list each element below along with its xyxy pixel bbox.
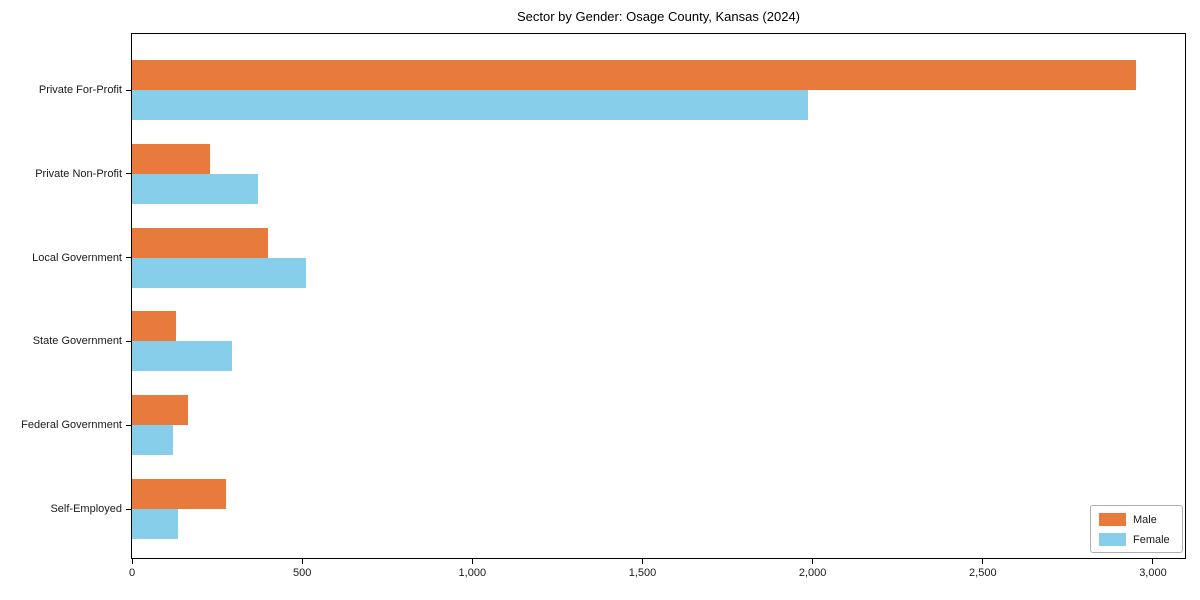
bar-female-federal-government bbox=[132, 425, 173, 456]
xtick-label-3000: 3,000 bbox=[1139, 567, 1167, 579]
xtick-mark-2000 bbox=[812, 559, 814, 564]
xtick-mark-2500 bbox=[982, 559, 984, 564]
xtick-mark-1000 bbox=[471, 559, 473, 564]
xtick-label-500: 500 bbox=[292, 567, 312, 579]
bar-female-state-government bbox=[132, 341, 233, 372]
xtick-label-0: 0 bbox=[128, 567, 136, 579]
xtick-label-2000: 2,000 bbox=[798, 567, 827, 579]
ytick-label-local-government: Local Government bbox=[32, 251, 122, 264]
bar-female-private-non-profit bbox=[132, 173, 258, 204]
bar-male-local-government bbox=[132, 227, 269, 258]
plot-area: Private For-Profit Private Non-Profit Loca… bbox=[21, 33, 1186, 579]
bar-male-private-non-profit bbox=[132, 143, 211, 174]
ytick-mark-local-government bbox=[126, 257, 131, 259]
legend-item-female: Female bbox=[1099, 533, 1174, 546]
ytick-label-private-non-profit: Private Non-Profit bbox=[35, 167, 122, 180]
legend-item-male: Male bbox=[1099, 513, 1174, 526]
ytick-label-state-government: State Government bbox=[32, 335, 122, 348]
xtick-label-1000: 1,000 bbox=[458, 567, 487, 579]
bar-male-federal-government bbox=[132, 395, 189, 426]
xtick-label-1500: 1,500 bbox=[628, 567, 657, 579]
legend-label-female: Female bbox=[1133, 533, 1170, 546]
bar-female-private-for-profit bbox=[132, 90, 808, 120]
ytick-label-private-for-profit: Private For-Profit bbox=[38, 84, 122, 96]
legend-label-male: Male bbox=[1133, 513, 1157, 526]
xtick-mark-1500 bbox=[641, 559, 643, 564]
ytick-mark-state-government bbox=[126, 340, 131, 342]
ytick-mark-self-employed bbox=[126, 508, 131, 510]
xtick-mark-0 bbox=[131, 559, 133, 564]
bar-female-self-employed bbox=[132, 509, 178, 539]
bar-female-local-government bbox=[132, 257, 306, 288]
bar-male-state-government bbox=[132, 311, 177, 342]
legend: Male Female bbox=[1090, 505, 1183, 553]
chart-title: Sector by Gender: Osage County, Kansas (… bbox=[516, 9, 801, 24]
xtick-mark-500 bbox=[301, 559, 303, 564]
bar-male-private-for-profit bbox=[132, 60, 1136, 90]
xtick-label-2500: 2,500 bbox=[969, 567, 997, 579]
ytick-mark-private-non-profit bbox=[126, 173, 131, 175]
ytick-mark-private-for-profit bbox=[126, 89, 131, 91]
legend-swatch-male bbox=[1099, 513, 1126, 526]
ytick-label-self-employed: Self-Employed bbox=[50, 503, 122, 515]
ytick-label-federal-government: Federal Government bbox=[21, 419, 122, 432]
bar-male-self-employed bbox=[132, 479, 226, 509]
xtick-mark-3000 bbox=[1152, 559, 1154, 564]
ytick-mark-federal-government bbox=[126, 424, 131, 426]
legend-swatch-female bbox=[1099, 533, 1126, 546]
